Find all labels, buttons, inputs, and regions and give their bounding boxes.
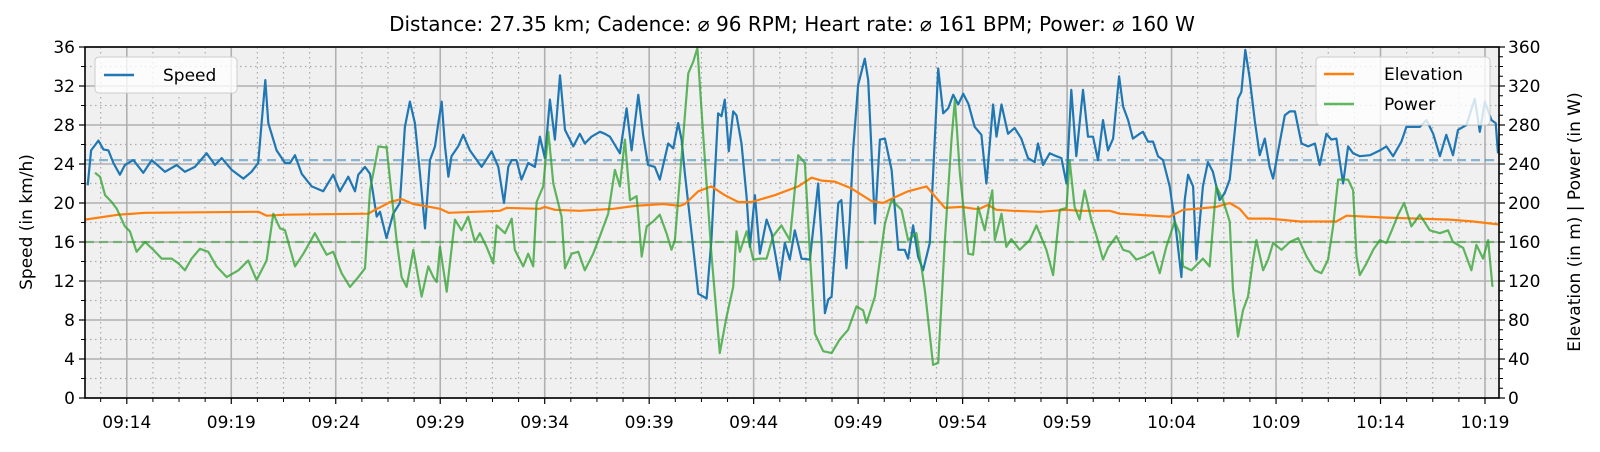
y-left-tick-label: 12	[53, 272, 75, 292]
legend-elevation-label: Elevation	[1384, 65, 1463, 85]
y-left-tick-label: 8	[64, 311, 75, 331]
series-line-elevation	[84, 176, 1499, 226]
legend-right: Elevation Power	[1315, 56, 1491, 126]
x-tick-label: 09:14	[102, 413, 151, 433]
y-right-tick-label: 280	[1508, 116, 1540, 136]
x-tick-label: 09:39	[625, 413, 674, 433]
legend-left: Speed	[94, 56, 238, 94]
chart-title: Distance: 27.35 km; Cadence: ⌀ 96 RPM; H…	[389, 12, 1195, 36]
y-left-tick-label: 36	[53, 38, 75, 58]
legend-right-frame	[1315, 56, 1491, 126]
x-tick-label: 10:14	[1356, 413, 1405, 433]
x-tick-label: 09:34	[520, 413, 569, 433]
x-tick-label: 09:44	[729, 413, 778, 433]
y-left-tick-label: 0	[64, 389, 75, 409]
legend-left-frame	[94, 56, 238, 94]
x-tick-label: 10:19	[1461, 413, 1510, 433]
y-left-tick-label: 24	[53, 155, 75, 175]
series-line-speed	[86, 48, 1500, 315]
legend-power-label: Power	[1384, 95, 1435, 115]
x-tick-label: 09:19	[207, 413, 256, 433]
y-right-tick-label: 40	[1508, 350, 1530, 370]
y-left-label: Speed (in km/h)	[17, 154, 37, 290]
y-right-tick-label: 120	[1508, 272, 1540, 292]
x-tick-label: 09:59	[1043, 413, 1092, 433]
y-right-label: Elevation (in m) | Power (in W)	[1565, 92, 1585, 351]
y-right-tick-label: 240	[1508, 155, 1540, 175]
y-right-tick-label: 160	[1508, 233, 1540, 253]
y-left-tick-label: 28	[53, 116, 75, 136]
axes: 09:14 09:19 09:24 09:29 09:34 09:39 09:44 09:49…	[53, 38, 1540, 433]
x-tick-label: 09:24	[311, 413, 360, 433]
y-right-tick-label: 0	[1508, 389, 1519, 409]
y-right-tick-label: 80	[1508, 311, 1530, 331]
series-line-power	[94, 46, 1494, 366]
x-tick-label: 10:04	[1147, 413, 1196, 433]
x-tick-label: 09:29	[416, 413, 465, 433]
y-right-tick-label: 320	[1508, 77, 1540, 97]
y-right-tick-label: 360	[1508, 38, 1540, 58]
legend-speed-label: Speed	[163, 66, 216, 86]
y-left-tick-label: 4	[64, 350, 75, 370]
y-right-tick-label: 200	[1508, 194, 1540, 214]
x-tick-label: 10:09	[1252, 413, 1301, 433]
y-left-tick-label: 32	[53, 77, 75, 97]
y-left-tick-label: 16	[53, 233, 75, 253]
series-lines	[84, 46, 1500, 366]
x-tick-label: 09:54	[938, 413, 987, 433]
y-left-tick-label: 20	[53, 194, 75, 214]
x-tick-label: 09:49	[834, 413, 883, 433]
